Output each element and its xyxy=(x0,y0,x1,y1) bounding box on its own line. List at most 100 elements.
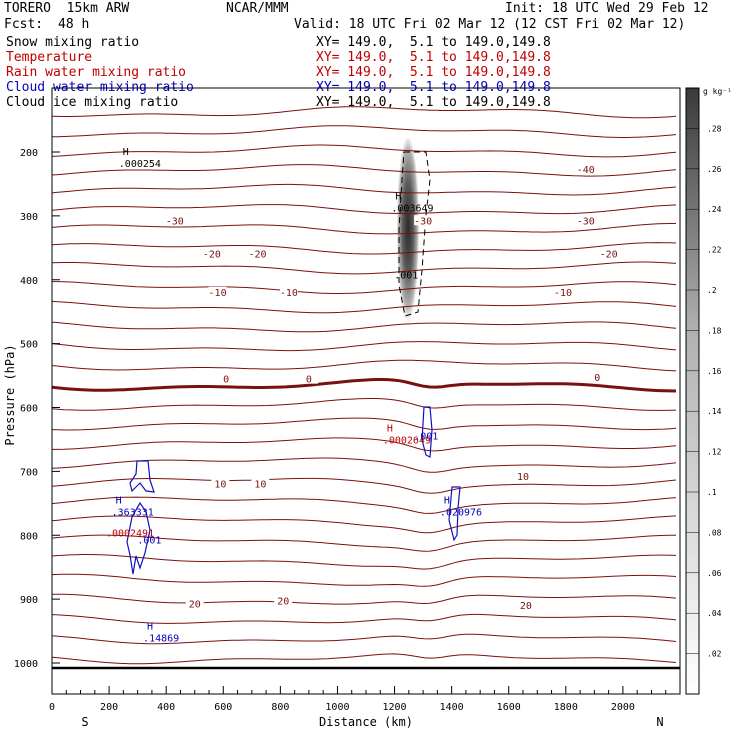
extremum-value: .363331 xyxy=(112,508,154,519)
contour-label-bg xyxy=(516,599,535,610)
colorbar-ticks: .02 .04 .06 .08 .1 .12 .14 .16 .18 .2 .22 .24 .26 .28 xyxy=(686,124,722,659)
contour-labels: -40 -30 -30 -30 -20 -20 -20 -10 -10 -10 0 0 0 10 10 10 2… xyxy=(166,164,618,612)
x-tick-label: 1000 xyxy=(325,702,349,713)
temperature-contour xyxy=(51,164,677,177)
temperature-contour xyxy=(51,515,677,534)
y-tick-label: 200 xyxy=(20,148,38,159)
temperature-contour xyxy=(51,144,677,158)
extremum-marker: H xyxy=(123,147,129,158)
model-title: TORERO 15km ARW xyxy=(4,1,130,16)
extremum-value: .000254 xyxy=(119,159,161,170)
x-tick-label: 800 xyxy=(271,702,289,713)
temperature-contour-label: 20 xyxy=(189,600,201,611)
extremum-marker: H xyxy=(395,191,401,202)
cloud-water-contour xyxy=(126,501,151,575)
extremum-marker: H xyxy=(116,496,122,507)
forecast-value: 48 h xyxy=(58,17,90,32)
cloud-water-contour xyxy=(421,406,433,458)
colorbar-tick-label: .12 xyxy=(707,448,722,457)
cloud-water-contour xyxy=(448,486,461,542)
temperature-contour xyxy=(51,653,677,665)
contour-label-bg xyxy=(274,595,293,606)
colorbar-tick-label: .18 xyxy=(707,326,722,335)
x-tick-label: 0 xyxy=(49,702,55,713)
temperature-contour xyxy=(51,300,677,314)
y-tick-label: 800 xyxy=(20,531,38,542)
temperature-contour-label: -20 xyxy=(203,249,221,260)
colorbar-tick-label: .1 xyxy=(707,488,717,497)
colorbar-tick-label: .22 xyxy=(707,246,722,255)
cloud-water-contours xyxy=(126,406,461,575)
contour-label-bg xyxy=(211,478,230,489)
colorbar-tick-label: .06 xyxy=(707,569,722,578)
contour-label-bg xyxy=(514,470,532,481)
temperature-contour-label: -30 xyxy=(414,216,432,227)
temperature-contour xyxy=(51,106,677,119)
temperature-contour-label: -10 xyxy=(209,288,227,299)
legend-label-temperature: Temperature xyxy=(6,50,93,65)
contour-label-bg xyxy=(599,248,618,259)
legend-label-cloud-ice: Cloud ice mixing ratio xyxy=(6,95,179,110)
contour-label-bg xyxy=(576,164,595,175)
temperature-contour-label: -20 xyxy=(248,249,266,260)
contour-label-bg xyxy=(576,215,595,226)
extremum-marker: H xyxy=(444,496,450,507)
y-tick-label: 400 xyxy=(20,276,38,287)
colorbar-tick-label: .2 xyxy=(707,286,717,295)
contour-label-bg xyxy=(299,373,318,384)
colorbar-tick-label: .04 xyxy=(707,609,722,618)
temperature-contour xyxy=(51,554,677,570)
cloud-ice-contour xyxy=(398,151,431,317)
temperature-contour xyxy=(52,593,677,605)
y-axis-label: Pressure (hPa) xyxy=(3,344,17,445)
temperature-contour-label: 0 xyxy=(594,373,600,384)
y-tick-label: 600 xyxy=(20,404,38,415)
extremum-value: .0002649 xyxy=(383,435,431,446)
colorbar-tick-label: .02 xyxy=(707,650,722,659)
temperature-contour xyxy=(51,573,677,587)
contour-label-bg xyxy=(165,215,184,226)
temperature-contour-label: 0 xyxy=(306,375,312,386)
temperature-contour-label: 20 xyxy=(277,596,289,607)
legend-label-snow: Snow mixing ratio xyxy=(6,35,140,50)
contour-label-bg xyxy=(251,478,270,489)
temperature-contour-label: 10 xyxy=(517,472,529,483)
temperature-contour xyxy=(51,477,677,494)
x-tick-label: 400 xyxy=(157,702,175,713)
temperature-contour xyxy=(51,496,677,514)
legend-xy-temperature: XY= 149.0, 5.1 to 149.0,149.8 xyxy=(316,50,551,65)
colorbar-tick-label: .16 xyxy=(707,367,722,376)
temperature-contour xyxy=(51,457,677,473)
temperature-contour xyxy=(51,417,677,431)
temperature-contour xyxy=(51,378,677,393)
contour-label-bg xyxy=(248,248,267,259)
legend-label-rain: Rain water mixing ratio xyxy=(6,65,187,80)
y-tick-label: 300 xyxy=(20,212,38,223)
extremum-value: .0002491 xyxy=(106,529,154,540)
temperature-contour-label: -20 xyxy=(600,249,618,260)
temperature-contour-label: -40 xyxy=(577,165,595,176)
x-tick-label: 600 xyxy=(214,702,232,713)
colorbar-tick-label: .26 xyxy=(707,165,722,174)
contour-label-bg xyxy=(279,286,298,297)
x-tick-label: 200 xyxy=(100,702,118,713)
contour-label-bg xyxy=(217,373,236,384)
temperature-contour xyxy=(51,204,677,215)
extrema-labels: H.000254H.003649.001H.0002649.001H.36333… xyxy=(106,147,482,645)
temperature-contour-label: -30 xyxy=(166,216,184,227)
contour-label-bg xyxy=(414,215,433,226)
temperature-contour-label: 10 xyxy=(214,479,226,490)
temperature-contour-label: -30 xyxy=(577,216,595,227)
extremum-value: .003649 xyxy=(391,203,433,214)
temperature-contour xyxy=(51,125,677,138)
colorbar-tick-label: .24 xyxy=(707,205,722,214)
colorbar xyxy=(685,87,700,695)
forecast-label: Fcst: xyxy=(4,17,44,32)
org-label: NCAR/MMM xyxy=(226,1,289,16)
y-tick-label: 1000 xyxy=(14,659,38,670)
temperature-contour xyxy=(51,261,677,275)
temperature-contour xyxy=(51,613,677,624)
temperature-contour xyxy=(51,183,677,196)
colorbar-tick-label: .14 xyxy=(707,407,722,416)
